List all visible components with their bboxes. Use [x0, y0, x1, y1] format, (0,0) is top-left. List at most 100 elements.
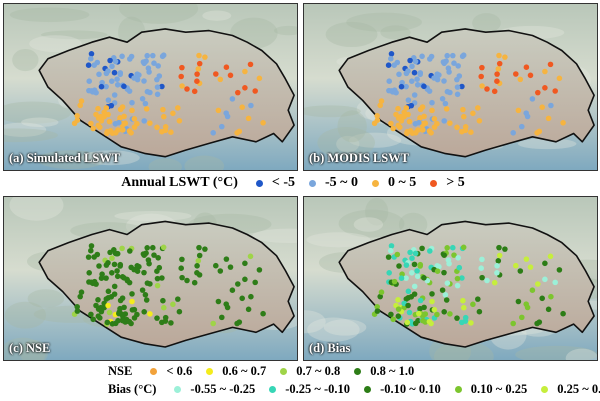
lake-site-marker: [215, 107, 222, 114]
lake-site-marker: [545, 306, 552, 313]
legend-label: < 0.6: [166, 363, 193, 378]
terrain-texture: [565, 348, 597, 360]
lake-site-marker: [121, 304, 127, 311]
lake-site-marker: [403, 296, 410, 302]
lake-site-marker: [139, 287, 146, 293]
lake-site-marker: [455, 63, 461, 69]
lake-site-marker: [142, 292, 149, 298]
lake-site-marker: [150, 52, 156, 59]
lake-site-marker: [154, 275, 161, 282]
legend-label: > 5: [446, 175, 465, 190]
lake-site-marker: [419, 245, 425, 252]
lake-site-marker: [126, 318, 133, 325]
legend-item: -5 ~ 0: [309, 175, 358, 191]
lake-site-marker: [491, 279, 498, 286]
lake-site-marker: [213, 71, 219, 77]
lake-site-marker: [141, 118, 147, 124]
lake-site-marker: [515, 298, 522, 305]
terrain-texture: [353, 217, 384, 232]
lake-site-marker: [534, 130, 540, 136]
lake-site-marker: [91, 87, 98, 93]
lake-site-marker: [129, 291, 135, 297]
lake-site-marker: [519, 123, 525, 130]
lake-site-marker: [409, 63, 415, 70]
legend-swatch: [371, 179, 379, 187]
lake-site-marker: [404, 128, 411, 135]
legend-swatch: [280, 367, 288, 375]
lake-site-marker: [239, 104, 245, 110]
lake-site-marker: [74, 117, 81, 123]
lake-site-marker: [179, 274, 185, 281]
lake-site-marker: [478, 265, 484, 271]
lake-site-marker: [411, 283, 418, 290]
lake-site-marker: [409, 270, 415, 276]
lake-site-marker: [396, 71, 402, 78]
lake-site-marker: [529, 96, 536, 102]
lake-site-marker: [248, 102, 254, 109]
legend-label: -0.10 ~ 0.10: [380, 381, 441, 396]
lake-site-marker: [116, 119, 122, 126]
terrain-texture: [365, 197, 389, 226]
lake-site-marker: [88, 247, 94, 254]
lake-site-marker: [223, 256, 230, 262]
legend-item: 0.8 ~ 1.0: [354, 364, 414, 379]
legend-swatch: [174, 385, 182, 393]
lake-site-marker: [405, 288, 412, 295]
lake-site-marker: [88, 311, 94, 318]
lake-site-marker: [441, 269, 447, 276]
lake-site-marker: [242, 276, 248, 283]
lake-site-marker: [256, 267, 263, 273]
lake-site-marker: [388, 247, 394, 254]
lake-site-marker: [155, 63, 161, 69]
lake-site-marker: [196, 244, 202, 251]
lake-site-marker: [170, 301, 176, 308]
lake-site-marker: [143, 297, 150, 303]
lake-site-marker: [510, 130, 516, 136]
lake-site-marker: [459, 319, 465, 326]
lake-site-marker: [146, 69, 152, 75]
lake-site-marker: [417, 297, 424, 304]
panel-label: (a) Simulated LSWT: [9, 151, 121, 165]
terrain-texture: [336, 135, 360, 153]
terrain-texture: [380, 25, 411, 40]
legend-item: -0.25 ~ -0.10: [269, 382, 350, 397]
lake-site-marker: [103, 275, 109, 281]
lake-site-marker: [104, 319, 111, 326]
lake-site-marker: [403, 83, 409, 90]
lake-site-marker: [431, 116, 438, 122]
lake-site-marker: [105, 288, 112, 295]
lake-site-marker: [496, 52, 502, 59]
lake-site-marker: [395, 115, 402, 121]
legend-item: -0.10 ~ 0.10: [364, 382, 441, 397]
terrain-texture: [119, 4, 199, 24]
map-panel-bias: (d) Bias: [303, 196, 598, 361]
lake-site-marker: [515, 107, 522, 114]
lake-site-marker: [194, 78, 200, 84]
legend-label: -0.55 ~ -0.25: [190, 381, 256, 396]
lake-site-marker: [117, 297, 124, 304]
terrain-texture: [515, 345, 597, 360]
lake-site-marker: [447, 120, 453, 126]
lake-site-marker: [175, 105, 181, 111]
legend-item: 0.25 ~ 0.55: [541, 382, 600, 397]
lake-site-marker: [462, 314, 469, 321]
lake-site-marker: [134, 263, 140, 269]
legend-label: 0.10 ~ 0.25: [470, 381, 528, 396]
lake-site-marker: [388, 51, 395, 57]
lake-site-marker: [129, 298, 135, 305]
lake-site-marker: [535, 281, 541, 287]
lake-site-marker: [95, 122, 102, 129]
lake-site-marker: [91, 278, 98, 285]
terrain-texture: [184, 155, 225, 170]
legend-item: > 5: [430, 175, 465, 191]
lake-site-marker: [495, 258, 502, 264]
lake-site-marker: [447, 311, 453, 317]
lake-site-marker: [121, 275, 127, 281]
lake-site-marker: [417, 106, 424, 113]
lake-site-marker: [388, 311, 394, 318]
terrain-texture: [37, 150, 106, 170]
lake-site-marker: [459, 128, 465, 135]
lake-site-marker: [431, 306, 438, 313]
lake-site-marker: [441, 309, 447, 315]
lake-site-marker: [414, 273, 421, 280]
